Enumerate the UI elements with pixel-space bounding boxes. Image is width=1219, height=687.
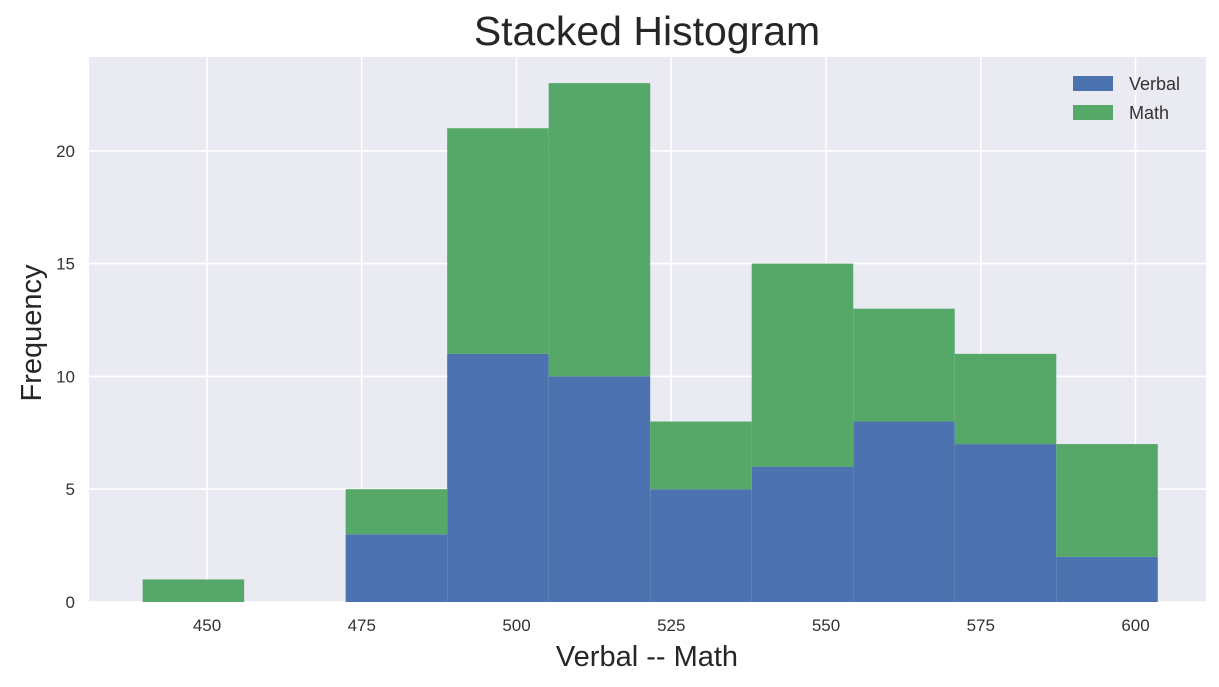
- bar-math-3: [447, 128, 549, 354]
- x-axis-title: Verbal -- Math: [556, 641, 738, 673]
- bar-verbal-5: [650, 489, 752, 602]
- bar-math-4: [548, 83, 651, 377]
- x-tick-label: 450: [193, 616, 221, 635]
- x-tick-label: 500: [502, 616, 530, 635]
- x-tick-label: 550: [812, 616, 840, 635]
- x-tick-label: 525: [657, 616, 685, 635]
- bar-math-9: [1056, 444, 1158, 557]
- y-tick-label: 0: [66, 593, 75, 612]
- legend-swatch-verbal: [1073, 76, 1113, 91]
- bar-verbal-4: [548, 376, 651, 602]
- bar-verbal-3: [447, 353, 549, 602]
- bar-math-7: [853, 308, 955, 422]
- bar-math-6: [751, 263, 854, 467]
- bars: [142, 83, 1158, 602]
- bar-verbal-2: [345, 534, 448, 602]
- legend-label-math: Math: [1129, 103, 1169, 123]
- x-tick-labels: 450 475 500 525 550 575 600: [193, 616, 1150, 635]
- y-axis-title: Frequency: [16, 264, 48, 402]
- bar-verbal-7: [853, 421, 955, 602]
- chart-title: Stacked Histogram: [474, 8, 820, 54]
- bar-verbal-8: [954, 444, 1057, 602]
- bar-verbal-9: [1056, 556, 1158, 602]
- y-tick-label: 15: [56, 255, 75, 274]
- x-tick-label: 600: [1121, 616, 1149, 635]
- y-tick-label: 5: [66, 480, 75, 499]
- y-tick-label: 20: [56, 142, 75, 161]
- bar-math-5: [650, 421, 752, 490]
- y-tick-label: 10: [56, 367, 75, 386]
- bar-math-2: [345, 489, 448, 535]
- legend: Verbal Math: [1073, 74, 1180, 123]
- x-tick-label: 475: [348, 616, 376, 635]
- legend-label-verbal: Verbal: [1129, 74, 1180, 94]
- legend-swatch-math: [1073, 105, 1113, 120]
- bar-verbal-6: [751, 466, 854, 602]
- bar-math-0: [142, 579, 245, 602]
- x-tick-label: 575: [967, 616, 995, 635]
- y-tick-labels: 0 5 10 15 20: [56, 142, 75, 612]
- bar-math-8: [954, 353, 1057, 445]
